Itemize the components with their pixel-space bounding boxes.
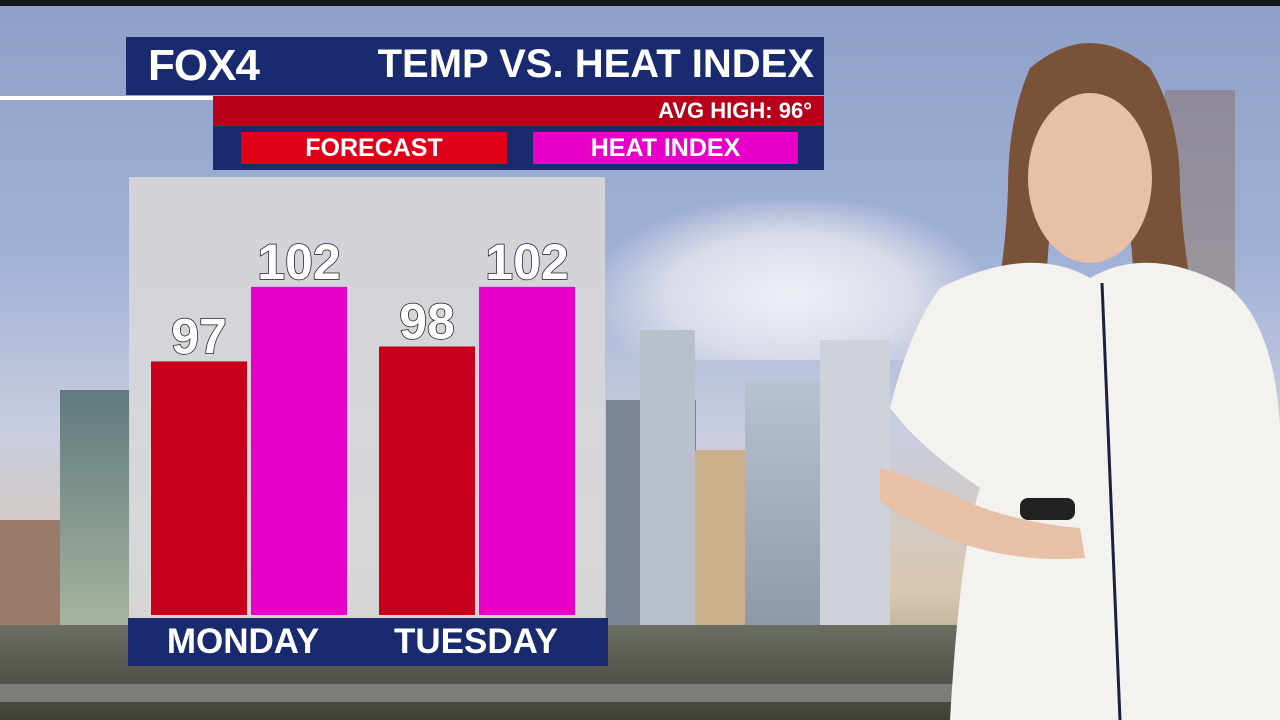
legend-heat-index: HEAT INDEX — [533, 132, 798, 164]
category-label-tuesday: TUESDAY — [393, 622, 559, 661]
building — [695, 450, 745, 630]
building — [745, 380, 825, 630]
data-label-heat-index-monday: 102 — [257, 234, 340, 290]
avg-high-bar: AVG HIGH: 96° — [213, 96, 824, 126]
station-logo: FOX4 — [148, 41, 260, 90]
bar-chart: 97 102 98 102 — [151, 233, 575, 615]
avg-high-text: AVG HIGH: 96° — [658, 98, 812, 123]
building — [60, 390, 130, 630]
bar-heat-index-monday — [251, 286, 347, 615]
data-label-forecast-monday: 97 — [171, 308, 227, 364]
presenter-dress — [890, 262, 1280, 720]
data-label-forecast-tuesday: 98 — [399, 294, 455, 350]
bar-forecast-monday — [151, 361, 247, 615]
clicker-device — [1020, 498, 1075, 520]
accent-line — [0, 96, 215, 100]
data-label-heat-index-tuesday: 102 — [485, 234, 568, 290]
bar-forecast-tuesday — [379, 346, 475, 615]
building — [820, 340, 890, 630]
day-label-bar: MONDAY TUESDAY — [128, 618, 608, 666]
category-label-monday: MONDAY — [166, 622, 320, 661]
dress-trim — [1100, 282, 1122, 720]
building — [640, 330, 695, 630]
presenter-face — [1028, 93, 1152, 263]
presenter-arm — [880, 468, 1085, 559]
graphic-title: TEMP VS. HEAT INDEX — [377, 42, 814, 86]
building — [0, 520, 60, 630]
legend-forecast: FORECAST — [241, 132, 507, 164]
bar-heat-index-tuesday — [479, 286, 575, 615]
graphic-header: FOX4 TEMP VS. HEAT INDEX — [126, 37, 824, 95]
legend: FORECAST HEAT INDEX — [213, 126, 824, 170]
top-strip — [0, 0, 1280, 6]
presenter — [880, 43, 1280, 720]
